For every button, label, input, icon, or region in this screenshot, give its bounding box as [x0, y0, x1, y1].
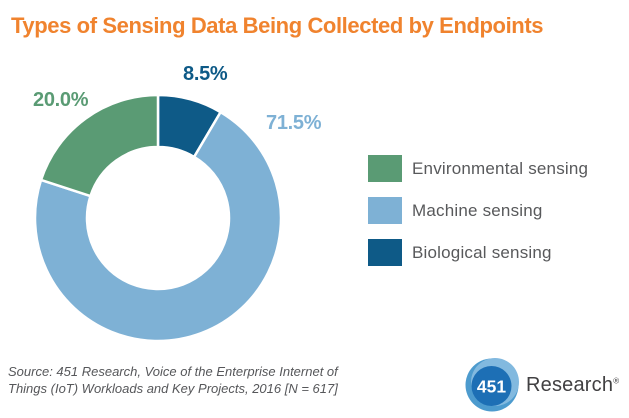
legend-label: Environmental sensing [412, 158, 589, 178]
source-note: Source: 451 Research, Voice of the Enter… [8, 363, 368, 397]
donut-slice-environmental [39, 93, 160, 198]
legend-swatch [368, 155, 402, 182]
donut-slice-machine [33, 110, 283, 343]
brand-logo: 451 Research® [462, 353, 627, 417]
slice-value-label-machine: 71.5% [266, 112, 322, 134]
brand-name: Research® [526, 373, 620, 396]
legend-swatch [368, 239, 402, 266]
logo-451-icon: 451 [465, 358, 519, 412]
legend-item-environmental: Environmental sensing [368, 155, 588, 182]
source-line-2: Things (IoT) Workloads and Key Projects,… [8, 381, 338, 396]
slice-value-label-biological: 8.5% [183, 63, 228, 85]
logo-number: 451 [477, 377, 506, 397]
legend: Environmental sensing Machine sensing Biol… [368, 155, 588, 266]
legend-label: Biological sensing [412, 242, 552, 262]
legend-swatch [368, 197, 402, 224]
donut-chart [33, 93, 283, 343]
legend-item-machine: Machine sensing [368, 197, 588, 224]
chart-title: Types of Sensing Data Being Collected by… [11, 13, 544, 38]
slice-value-label-environmental: 20.0% [33, 89, 89, 111]
legend-label: Machine sensing [412, 200, 543, 220]
legend-item-biological: Biological sensing [368, 239, 588, 266]
source-line-1: Source: 451 Research, Voice of the Enter… [8, 364, 338, 379]
registered-mark: ® [613, 375, 620, 385]
